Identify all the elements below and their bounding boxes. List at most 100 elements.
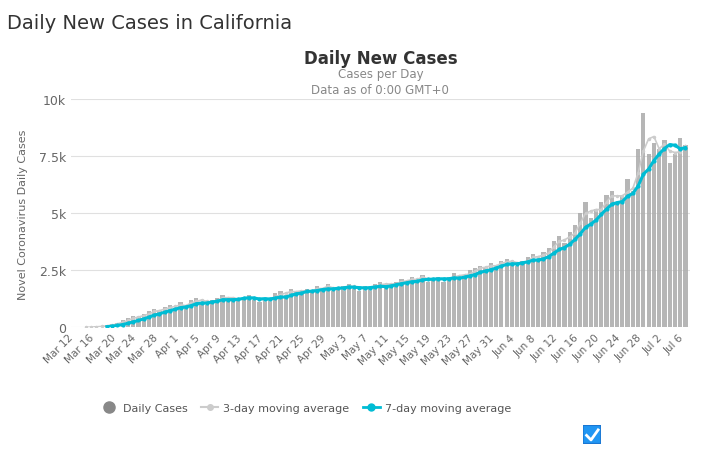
Bar (336, 289, 341, 328)
Bar (105, 325, 109, 328)
Y-axis label: Novel Coronavirus Daily Cases: Novel Coronavirus Daily Cases (18, 129, 28, 299)
Bar (557, 237, 561, 328)
Text: Data as of 0:00 GMT+0: Data as of 0:00 GMT+0 (311, 84, 449, 97)
Bar (499, 262, 503, 328)
Bar (299, 293, 304, 328)
Bar (683, 146, 688, 328)
Legend: Daily Cases, 3-day moving average, 7-day moving average: Daily Cases, 3-day moving average, 7-day… (97, 398, 515, 418)
Bar (389, 284, 393, 328)
Bar (200, 303, 203, 328)
Bar (383, 287, 387, 328)
Bar (673, 155, 677, 328)
Bar (462, 275, 466, 328)
Bar (137, 318, 141, 328)
Bar (488, 264, 493, 328)
Text: Cases per Day: Cases per Day (338, 68, 423, 81)
Bar (405, 282, 409, 328)
FancyBboxPatch shape (583, 425, 601, 444)
Bar (242, 298, 246, 328)
Bar (220, 296, 225, 328)
Bar (262, 298, 267, 328)
Bar (257, 303, 262, 328)
Bar (663, 141, 666, 328)
Bar (447, 278, 451, 328)
Bar (483, 268, 488, 328)
Bar (510, 264, 514, 328)
Bar (273, 293, 277, 328)
Bar (215, 298, 220, 328)
Bar (657, 150, 661, 328)
Bar (126, 318, 130, 328)
Bar (578, 214, 582, 328)
Bar (373, 284, 378, 328)
Bar (110, 324, 114, 328)
Bar (531, 255, 535, 328)
Bar (626, 180, 630, 328)
Bar (636, 150, 640, 328)
Bar (610, 191, 614, 328)
Bar (331, 291, 335, 328)
Bar (210, 300, 214, 328)
Bar (584, 202, 587, 328)
Bar (178, 303, 183, 328)
Bar (268, 300, 272, 328)
Bar (515, 266, 519, 328)
Bar (442, 282, 446, 328)
Bar (252, 300, 256, 328)
Bar (415, 280, 419, 328)
Bar (131, 316, 135, 328)
Bar (357, 291, 361, 328)
Bar (168, 305, 172, 328)
Bar (536, 259, 540, 328)
Bar (604, 196, 609, 328)
Bar (173, 308, 177, 328)
Bar (141, 314, 146, 328)
Bar (620, 196, 624, 328)
Bar (100, 327, 104, 328)
Bar (594, 209, 598, 328)
Bar (641, 114, 646, 328)
Bar (89, 327, 93, 328)
Bar (452, 273, 456, 328)
Bar (284, 296, 288, 328)
Bar (294, 291, 299, 328)
Bar (505, 259, 509, 328)
Bar (231, 298, 235, 328)
Bar (436, 278, 440, 328)
Bar (304, 289, 309, 328)
Bar (315, 287, 319, 328)
Bar (631, 191, 635, 328)
Bar (121, 321, 124, 328)
Bar (157, 312, 161, 328)
Bar (479, 266, 483, 328)
Bar (589, 218, 593, 328)
Bar (552, 241, 556, 328)
Bar (410, 278, 414, 328)
Bar (368, 289, 372, 328)
Bar (426, 282, 430, 328)
Bar (615, 202, 619, 328)
Bar (457, 278, 461, 328)
Bar (189, 300, 193, 328)
Text: Daily New Cases in California: Daily New Cases in California (7, 14, 292, 33)
Text: Daily New Cases: Daily New Cases (304, 50, 457, 68)
Bar (468, 271, 472, 328)
Bar (289, 289, 293, 328)
Bar (247, 296, 251, 328)
Bar (147, 312, 151, 328)
Bar (205, 305, 209, 328)
Bar (652, 143, 656, 328)
Bar (236, 300, 240, 328)
Bar (341, 287, 346, 328)
Bar (347, 284, 351, 328)
Bar (394, 282, 398, 328)
Bar (278, 291, 282, 328)
Bar (473, 268, 477, 328)
Bar (321, 289, 325, 328)
Bar (520, 262, 525, 328)
Bar (352, 289, 356, 328)
Bar (431, 280, 435, 328)
Bar (310, 291, 314, 328)
Bar (668, 164, 672, 328)
Bar (226, 300, 230, 328)
